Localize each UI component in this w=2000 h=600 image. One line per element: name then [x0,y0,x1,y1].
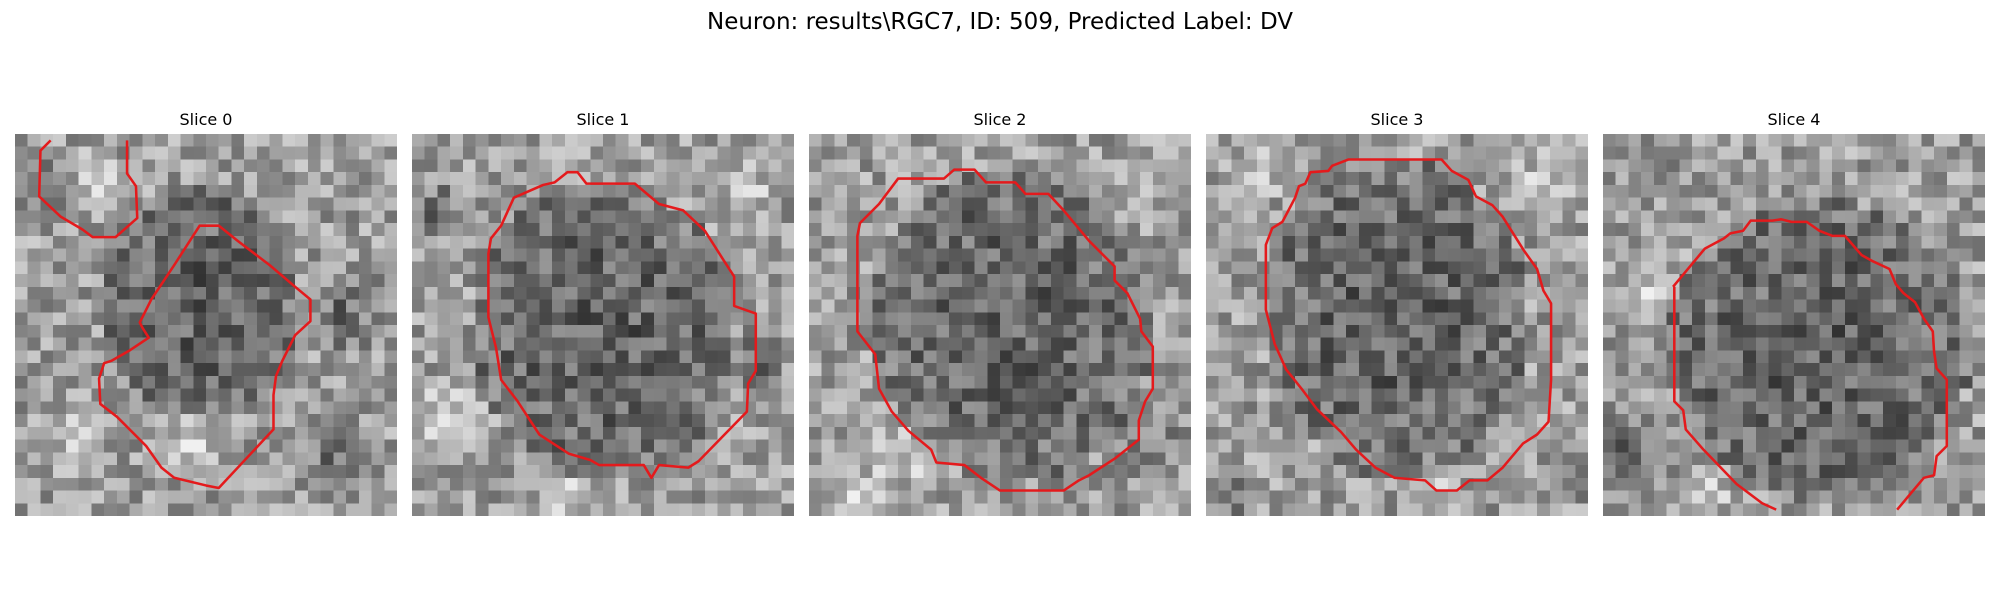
figure-title: Neuron: results\RGC7, ID: 509, Predicted… [706,9,1294,35]
slice-panel-4: Slice 4 [1603,110,1985,516]
slice-title: Slice 4 [1767,110,1821,129]
slice-title: Slice 3 [1370,110,1424,129]
segmentation-contour [1264,158,1553,492]
slice-image [1206,134,1588,516]
slice-title: Slice 1 [576,110,630,129]
slice-panel-3: Slice 3 [1206,110,1588,516]
segmentation-contour [856,168,1155,492]
segmentation-contour [97,224,312,490]
segmentation-contour [1672,218,1949,511]
segmentation-contour [487,170,758,480]
slice-image [412,134,794,516]
slice-image [1603,134,1985,516]
slice-image [809,134,1191,516]
slice-image [15,134,397,516]
pixel-grid [412,134,794,516]
slice-panel-1: Slice 1 [412,110,794,516]
slice-title: Slice 0 [179,110,233,129]
slice-title: Slice 2 [973,110,1027,129]
pixel-grid [1603,134,1985,516]
slice-panel-0: Slice 0 [15,110,397,516]
slice-panel-2: Slice 2 [809,110,1191,516]
pixel-grid [809,134,1191,516]
pixel-grid [15,134,397,516]
pixel-grid [1206,134,1588,516]
segmentation-contour [37,139,139,239]
